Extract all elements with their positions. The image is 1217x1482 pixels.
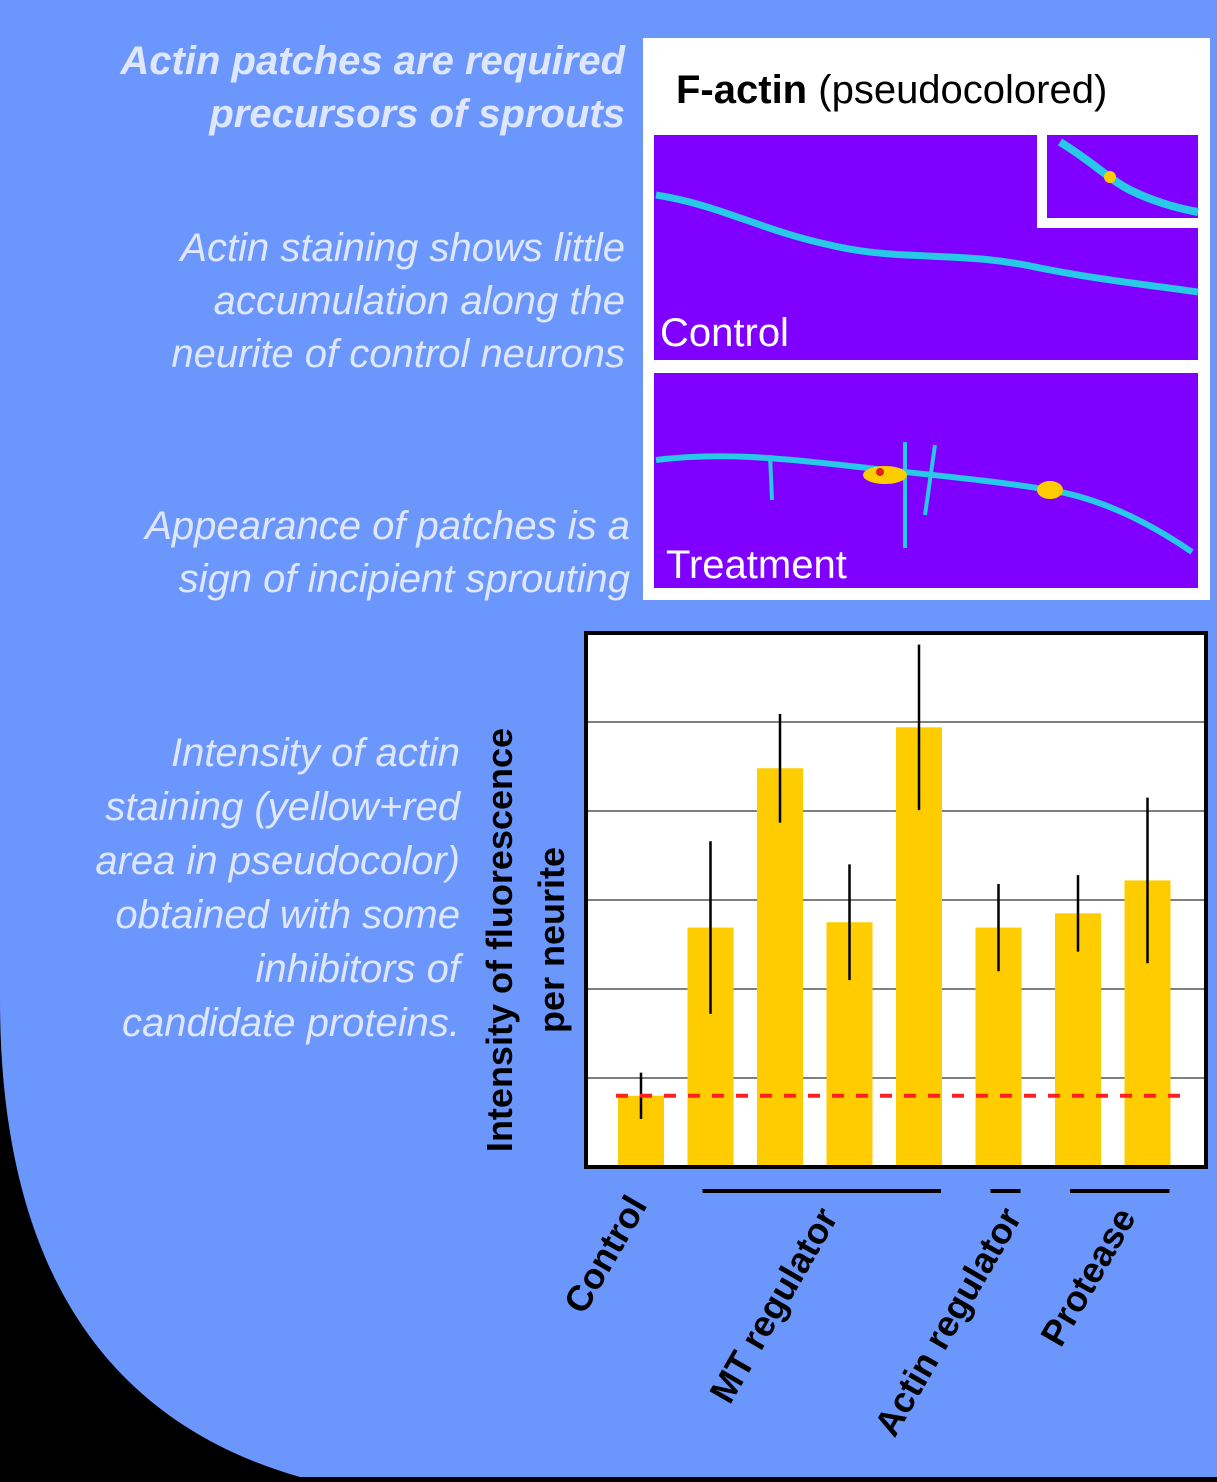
inset-patch <box>1104 171 1116 183</box>
side-line: Actin patches are required <box>119 39 626 83</box>
bar <box>757 768 803 1167</box>
side-line: obtained with some <box>115 893 460 937</box>
y-axis-label: Intensity of fluorescence <box>479 728 520 1152</box>
patch-core <box>876 468 884 476</box>
patch <box>863 466 907 484</box>
side-line: Appearance of patches is a <box>143 504 630 548</box>
slide: F-actin (pseudocolored) Control Treatmen… <box>0 0 1217 1477</box>
side-line: area in pseudocolor) <box>95 839 460 883</box>
side-line: neurite of control neurons <box>171 332 625 376</box>
side-line: candidate proteins. <box>122 1001 460 1045</box>
side-line: Intensity of actin <box>171 731 460 775</box>
side-line: staining (yellow+red <box>105 785 461 829</box>
y-axis-label: per neurite <box>531 847 572 1033</box>
patch <box>1037 481 1063 499</box>
figure-title-rest: (pseudocolored) <box>818 68 1107 112</box>
side-line: accumulation along the <box>214 279 625 323</box>
panel-label: Control <box>660 311 789 355</box>
figure-title-bold: F-actin <box>676 68 807 112</box>
page: {"intro": {"heading_lines": ["Actin patc… <box>0 0 1217 1477</box>
side-line: Actin staining shows little <box>178 226 625 270</box>
side-line: precursors of sprouts <box>208 92 625 136</box>
panel-label: Treatment <box>666 543 847 587</box>
figure-title: F-actin (pseudocolored) <box>676 68 1107 112</box>
side-line: inhibitors of <box>255 947 463 991</box>
side-line: sign of incipient sprouting <box>179 557 630 601</box>
